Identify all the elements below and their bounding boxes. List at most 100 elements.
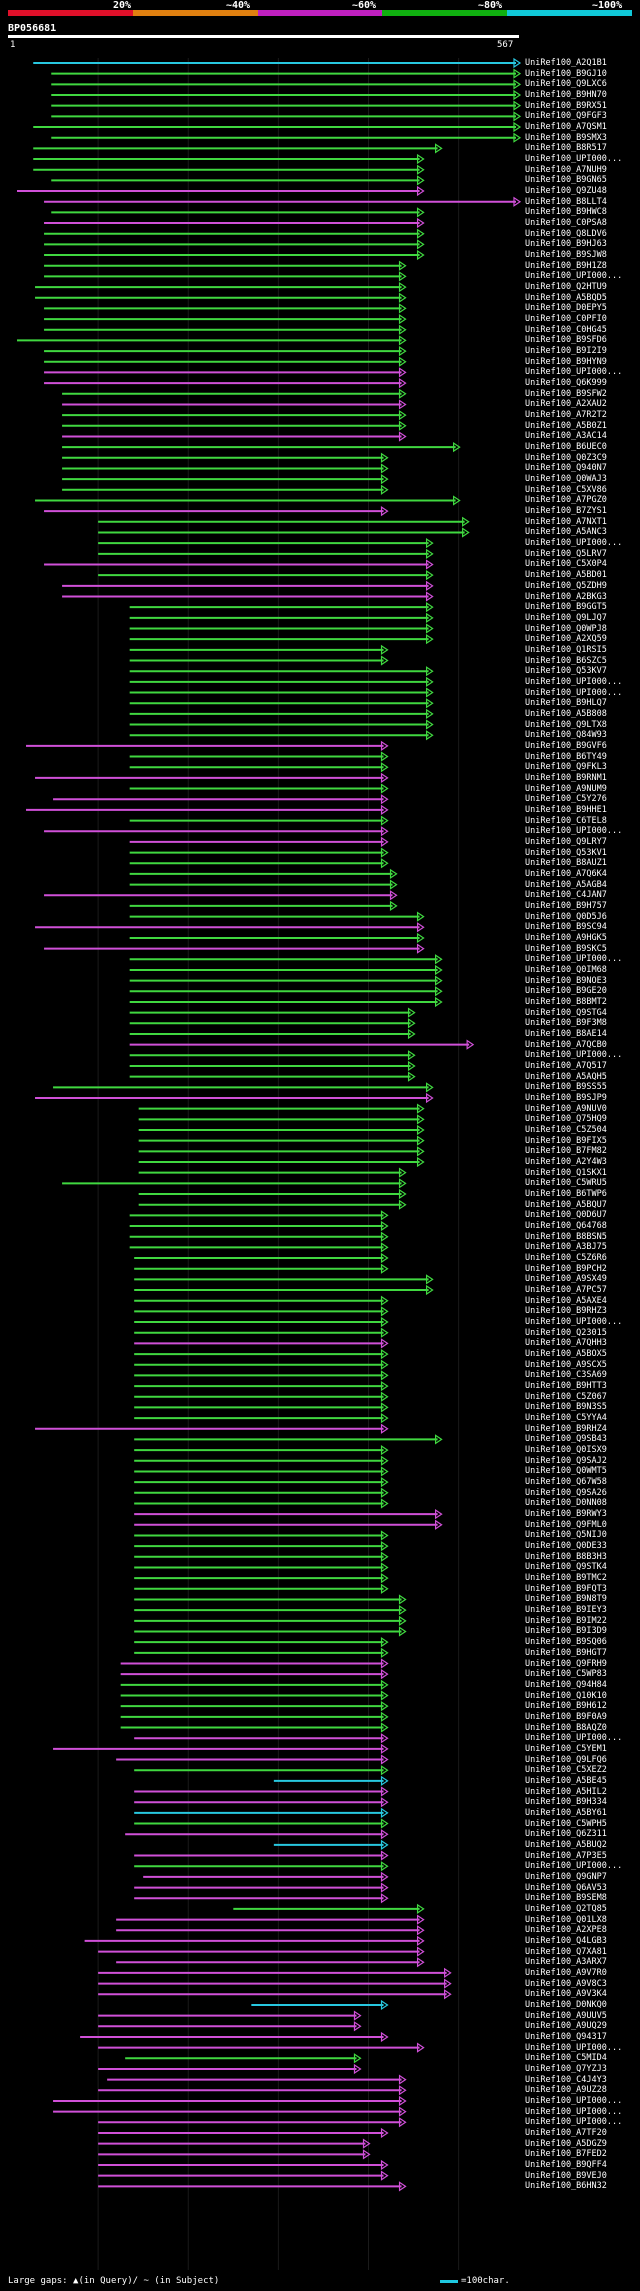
hit-id-link[interactable]: UniRef100_UPI000...	[525, 154, 623, 165]
hit-id-link[interactable]: UniRef100_B9VEJ0	[525, 2170, 607, 2181]
hit-id-link[interactable]: UniRef100_B9RHZ4	[525, 1423, 607, 1434]
hit-id-link[interactable]: UniRef100_A9UUV5	[525, 2010, 607, 2021]
hit-id-link[interactable]: UniRef100_C5Z067	[525, 1391, 607, 1402]
hit-id-link[interactable]: UniRef100_Q7XA81	[525, 1946, 607, 1957]
hit-id-link[interactable]: UniRef100_B8AQZ0	[525, 1722, 607, 1733]
hit-id-link[interactable]: UniRef100_UPI000...	[525, 367, 623, 378]
hit-id-link[interactable]: UniRef100_A7Q517	[525, 1060, 607, 1071]
hit-id-link[interactable]: UniRef100_UPI000...	[525, 1733, 623, 1744]
hit-id-link[interactable]: UniRef100_UPI000...	[525, 1050, 623, 1061]
hit-id-link[interactable]: UniRef100_B9GJ10	[525, 68, 607, 79]
hit-id-link[interactable]: UniRef100_C5XEZ2	[525, 1765, 607, 1776]
hit-id-link[interactable]: UniRef100_B9RX51	[525, 100, 607, 111]
hit-id-link[interactable]: UniRef100_B9RWY3	[525, 1509, 607, 1520]
hit-id-link[interactable]: UniRef100_Q9GNP7	[525, 1871, 607, 1882]
hit-id-link[interactable]: UniRef100_B9GN65	[525, 175, 607, 186]
hit-id-link[interactable]: UniRef100_A5BE45	[525, 1775, 607, 1786]
hit-id-link[interactable]: UniRef100_C5Z6R6	[525, 1253, 607, 1264]
hit-id-link[interactable]: UniRef100_Q10K10	[525, 1690, 607, 1701]
hit-id-link[interactable]: UniRef100_Q5NIJ0	[525, 1530, 607, 1541]
hit-id-link[interactable]: UniRef100_Q4LGB3	[525, 1935, 607, 1946]
hit-id-link[interactable]: UniRef100_Q0ISX9	[525, 1445, 607, 1456]
hit-id-link[interactable]: UniRef100_Q9LRY7	[525, 836, 607, 847]
hit-id-link[interactable]: UniRef100_Q9FKL3	[525, 762, 607, 773]
hit-id-link[interactable]: UniRef100_B6UEC0	[525, 442, 607, 453]
hit-id-link[interactable]: UniRef100_A2XQ59	[525, 634, 607, 645]
hit-id-link[interactable]: UniRef100_B9TMC2	[525, 1573, 607, 1584]
hit-id-link[interactable]: UniRef100_Q9ZU48	[525, 186, 607, 197]
hit-id-link[interactable]: UniRef100_B9SKC5	[525, 943, 607, 954]
hit-id-link[interactable]: UniRef100_B9PCH2	[525, 1263, 607, 1274]
hit-id-link[interactable]: UniRef100_B9N8T9	[525, 1594, 607, 1605]
hit-id-link[interactable]: UniRef100_Q0Z3C9	[525, 452, 607, 463]
hit-id-link[interactable]: UniRef100_Q84W93	[525, 730, 607, 741]
hit-id-link[interactable]: UniRef100_A7TF20	[525, 2127, 607, 2138]
hit-id-link[interactable]: UniRef100_B9RHZ3	[525, 1306, 607, 1317]
hit-id-link[interactable]: UniRef100_B9H334	[525, 1797, 607, 1808]
hit-id-link[interactable]: UniRef100_A5B0Z1	[525, 420, 607, 431]
hit-id-link[interactable]: UniRef100_UPI000...	[525, 676, 623, 687]
hit-id-link[interactable]: UniRef100_Q9SB43	[525, 1434, 607, 1445]
hit-id-link[interactable]: UniRef100_A2Q1B1	[525, 58, 607, 68]
hit-id-link[interactable]: UniRef100_C6TEL8	[525, 815, 607, 826]
hit-id-link[interactable]: UniRef100_Q01LX8	[525, 1914, 607, 1925]
hit-id-link[interactable]: UniRef100_A9UQ29	[525, 2021, 607, 2032]
hit-id-link[interactable]: UniRef100_C0PSA8	[525, 218, 607, 229]
hit-id-link[interactable]: UniRef100_B9HWC8	[525, 207, 607, 218]
hit-id-link[interactable]: UniRef100_B9GGT5	[525, 602, 607, 613]
hit-id-link[interactable]: UniRef100_A7Q6K4	[525, 868, 607, 879]
hit-id-link[interactable]: UniRef100_Q53KV1	[525, 847, 607, 858]
hit-id-link[interactable]: UniRef100_A9NUM9	[525, 783, 607, 794]
hit-id-link[interactable]: UniRef100_Q0WPJ8	[525, 623, 607, 634]
hit-id-link[interactable]: UniRef100_A2Y4W3	[525, 1157, 607, 1167]
hit-id-link[interactable]: UniRef100_C5YEM1	[525, 1743, 607, 1754]
hit-id-link[interactable]: UniRef100_A9NUV0	[525, 1103, 607, 1114]
hit-id-link[interactable]: UniRef100_B9H757	[525, 900, 607, 911]
hit-id-link[interactable]: UniRef100_B9I2I9	[525, 346, 607, 357]
hit-id-link[interactable]: UniRef100_Q9SA26	[525, 1487, 607, 1498]
hit-id-link[interactable]: UniRef100_Q8LDV6	[525, 228, 607, 239]
hit-id-link[interactable]: UniRef100_B6TY49	[525, 751, 607, 762]
hit-id-link[interactable]: UniRef100_B8R517	[525, 143, 607, 154]
hit-id-link[interactable]: UniRef100_UPI000...	[525, 2117, 623, 2128]
hit-id-link[interactable]: UniRef100_C4J4Y3	[525, 2074, 607, 2085]
hit-id-link[interactable]: UniRef100_Q0D5J6	[525, 911, 607, 922]
hit-id-link[interactable]: UniRef100_B6SZC5	[525, 655, 607, 666]
hit-id-link[interactable]: UniRef100_A5BUQ2	[525, 1839, 607, 1850]
hit-id-link[interactable]: UniRef100_B9HGT7	[525, 1647, 607, 1658]
hit-id-link[interactable]: UniRef100_A5BD01	[525, 570, 607, 581]
hit-id-link[interactable]: UniRef100_A2BKG3	[525, 591, 607, 602]
hit-id-link[interactable]: UniRef100_A7P3E5	[525, 1850, 607, 1861]
hit-id-link[interactable]: UniRef100_B9SJP9	[525, 1092, 607, 1103]
hit-id-link[interactable]: UniRef100_B7ZYS1	[525, 506, 607, 517]
hit-id-link[interactable]: UniRef100_C3SA69	[525, 1370, 607, 1381]
hit-id-link[interactable]: UniRef100_A7QSM1	[525, 122, 607, 133]
hit-id-link[interactable]: UniRef100_Q1RSI5	[525, 644, 607, 655]
hit-id-link[interactable]: UniRef100_Q6Z311	[525, 1829, 607, 1840]
hit-id-link[interactable]: UniRef100_A7QCB0	[525, 1039, 607, 1050]
hit-id-link[interactable]: UniRef100_A9HGK5	[525, 932, 607, 943]
hit-id-link[interactable]: UniRef100_A5BQD5	[525, 292, 607, 303]
hit-id-link[interactable]: UniRef100_B9SQ06	[525, 1637, 607, 1648]
hit-id-link[interactable]: UniRef100_D0NKQ0	[525, 1999, 607, 2010]
hit-id-link[interactable]: UniRef100_A5AGB4	[525, 879, 607, 890]
hit-id-link[interactable]: UniRef100_C5XV86	[525, 484, 607, 495]
hit-id-link[interactable]: UniRef100_A2XAU2	[525, 399, 607, 410]
hit-id-link[interactable]: UniRef100_C5MID4	[525, 2053, 607, 2064]
hit-id-link[interactable]: UniRef100_Q5LRV7	[525, 548, 607, 559]
hit-id-link[interactable]: UniRef100_Q75HQ9	[525, 1114, 607, 1125]
hit-id-link[interactable]: UniRef100_UPI000...	[525, 1861, 623, 1872]
hit-id-link[interactable]: UniRef100_B8B3H3	[525, 1551, 607, 1562]
hit-id-link[interactable]: UniRef100_B9IEY3	[525, 1605, 607, 1616]
hit-id-link[interactable]: UniRef100_C4JAN7	[525, 890, 607, 901]
hit-id-link[interactable]: UniRef100_Q0DE33	[525, 1541, 607, 1552]
hit-id-link[interactable]: UniRef100_Q0IM68	[525, 964, 607, 975]
hit-id-link[interactable]: UniRef100_B9H1Z8	[525, 260, 607, 271]
hit-id-link[interactable]: UniRef100_B9HN70	[525, 90, 607, 100]
hit-id-link[interactable]: UniRef100_Q0D6U7	[525, 1210, 607, 1221]
hit-id-link[interactable]: UniRef100_A2XPE8	[525, 1925, 607, 1936]
hit-id-link[interactable]: UniRef100_B9SS55	[525, 1082, 607, 1093]
hit-id-link[interactable]: UniRef100_Q9LXC6	[525, 79, 607, 90]
hit-id-link[interactable]: UniRef100_B9I3D9	[525, 1626, 607, 1637]
hit-id-link[interactable]: UniRef100_B8BSN5	[525, 1231, 607, 1242]
